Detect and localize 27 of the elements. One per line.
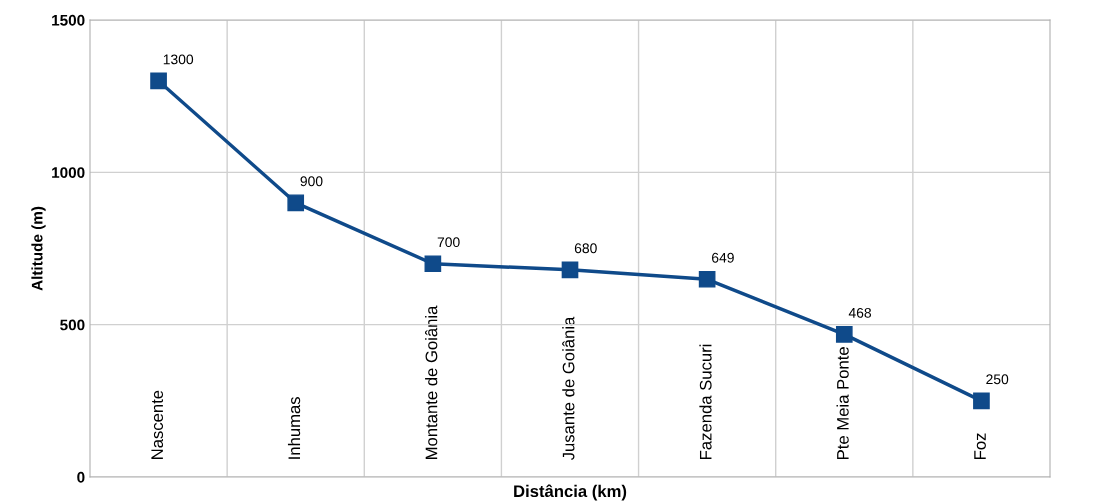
data-label: 700: [437, 237, 460, 248]
point: [424, 255, 442, 273]
y-tick-label: 1500: [52, 14, 85, 26]
x-tick-label: Montante de Goiânia: [425, 305, 438, 459]
x-tick-label: Inhumas: [287, 397, 301, 459]
data-label: 250: [986, 374, 1009, 385]
point: [973, 392, 990, 410]
point: [287, 194, 305, 212]
y-axis-title: Altitude (m): [31, 206, 46, 291]
x-tick-label: Pte Meia Ponte: [836, 347, 849, 459]
data-label: 468: [848, 307, 872, 318]
x-tick-label: Foz: [974, 433, 986, 459]
point: [150, 72, 167, 90]
x-tick-label: Fazenda Sucuri: [699, 344, 712, 459]
point: [835, 326, 853, 343]
data-label: 1300: [163, 54, 194, 65]
point: [561, 261, 579, 279]
data-label: 900: [300, 176, 323, 187]
data-label: 649: [712, 252, 734, 263]
data-label: 680: [574, 243, 597, 254]
y-tick-label: 1000: [52, 167, 85, 179]
point: [698, 270, 716, 288]
x-tick-label: Jusante de Goiânia: [562, 316, 575, 461]
y-tick-label: 500: [60, 319, 85, 331]
x-tick-label: Nascente: [151, 390, 164, 459]
x-axis-title: Distância (km): [514, 484, 627, 501]
y-tick-label: 0: [77, 471, 85, 483]
